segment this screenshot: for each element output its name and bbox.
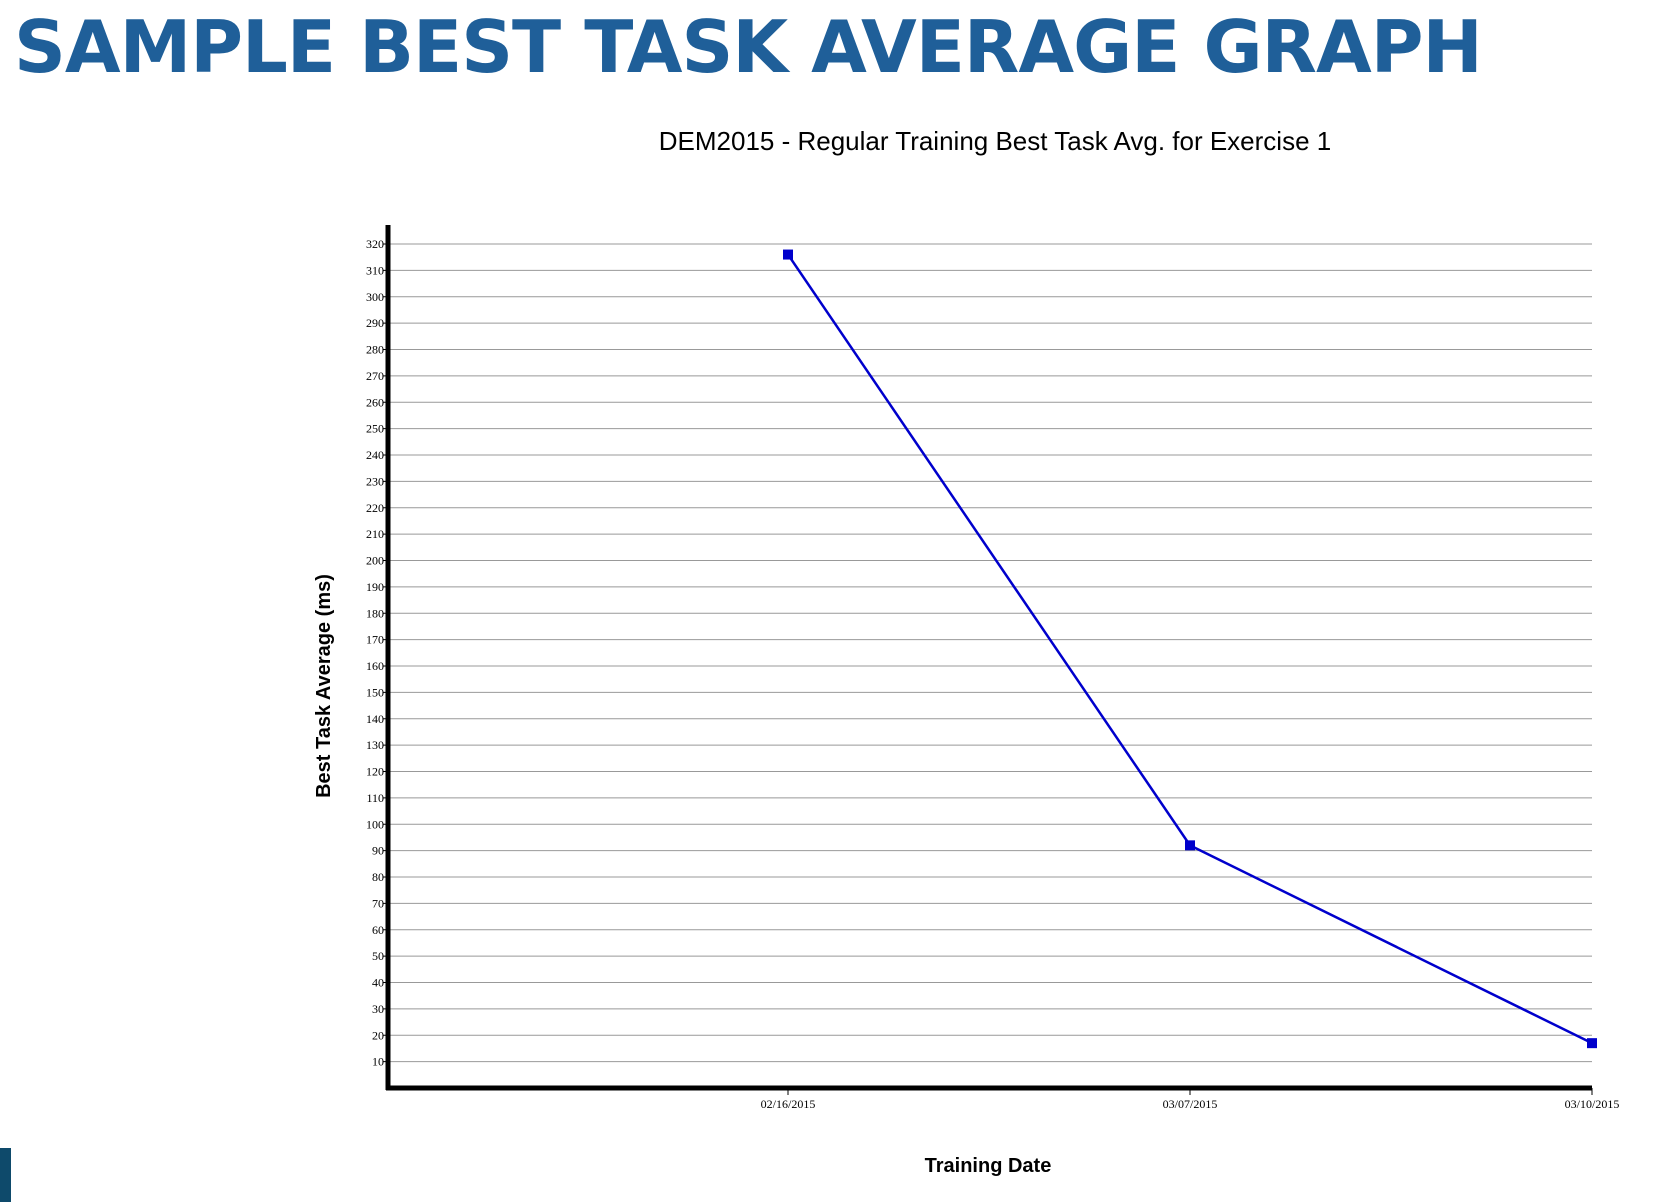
- y-tick-label: 50: [372, 949, 384, 963]
- y-tick-label: 60: [372, 923, 384, 937]
- data-point: [1587, 1038, 1597, 1049]
- y-tick-label: 320: [366, 237, 384, 251]
- y-tick-label: 140: [366, 712, 384, 726]
- y-tick-label: 210: [366, 527, 384, 541]
- y-tick-label: 240: [366, 448, 384, 462]
- y-tick-label: 130: [366, 738, 384, 752]
- y-tick-label: 40: [372, 976, 384, 990]
- x-axis-label: Training Date: [925, 1155, 1052, 1177]
- y-tick-label: 80: [372, 870, 384, 884]
- y-tick-label: 170: [366, 633, 384, 647]
- y-tick-label: 100: [366, 817, 384, 831]
- y-tick-label: 150: [366, 685, 384, 699]
- y-tick-label: 10: [372, 1055, 384, 1069]
- y-axis-ticks: 10 20 30 40 50 60 70 80 90 100 110 120 130 140 150 160 1…: [366, 237, 388, 1069]
- corner-accent-bar: [0, 1148, 11, 1202]
- y-tick-label: 300: [366, 290, 384, 304]
- series-line: [786, 253, 1593, 1045]
- y-tick-label: 70: [372, 896, 384, 910]
- x-tick-label: 03/10/2015: [1565, 1097, 1620, 1111]
- y-tick-label: 260: [366, 395, 384, 409]
- chart-title: DEM2015 - Regular Training Best Task Avg…: [659, 126, 1331, 156]
- y-tick-label: 250: [366, 422, 384, 436]
- y-tick-label: 280: [366, 343, 384, 357]
- data-point: [1185, 840, 1195, 851]
- x-tick-label: 02/16/2015: [761, 1097, 816, 1111]
- y-tick-label: 200: [366, 554, 384, 568]
- series-layer: [783, 249, 1597, 1049]
- y-tick-label: 230: [366, 474, 384, 488]
- x-axis-ticks: 02/16/2015 03/07/2015 03/10/2015: [761, 1088, 1620, 1111]
- y-tick-label: 290: [366, 316, 384, 330]
- gridlines: [388, 243, 1592, 1063]
- y-tick-label: 90: [372, 844, 384, 858]
- data-point: [783, 249, 793, 260]
- y-tick-label: 180: [366, 606, 384, 620]
- y-tick-label: 160: [366, 659, 384, 673]
- x-tick-label: 03/07/2015: [1163, 1097, 1218, 1111]
- y-tick-label: 310: [366, 263, 384, 277]
- y-tick-label: 20: [372, 1028, 384, 1042]
- page-title: SAMPLE BEST TASK AVERAGE GRAPH: [14, 5, 1483, 89]
- y-tick-label: 220: [366, 501, 384, 515]
- y-tick-label: 110: [366, 791, 384, 805]
- y-tick-label: 270: [366, 369, 384, 383]
- y-tick-label: 190: [366, 580, 384, 594]
- y-tick-label: 30: [372, 1002, 384, 1016]
- y-tick-label: 120: [366, 765, 384, 779]
- y-axis-label: Best Task Average (ms): [313, 574, 335, 798]
